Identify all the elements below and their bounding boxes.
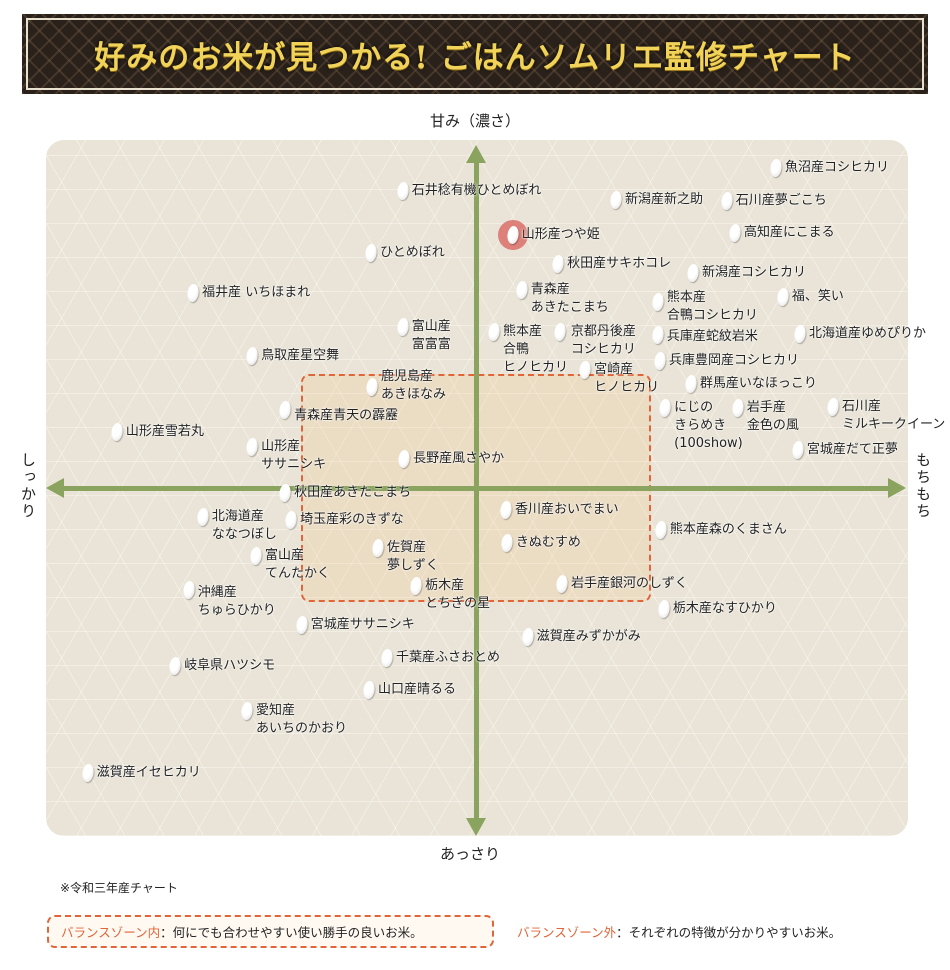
rice-point-label: 埼玉産彩のきずな bbox=[300, 511, 404, 527]
rice-point-label: 魚沼産コシヒカリ bbox=[785, 160, 890, 176]
rice-point-label: 新潟産新之助 bbox=[624, 192, 703, 208]
rice-point-label: 栃木産 とちぎの星 bbox=[425, 578, 491, 612]
rice-point-label: 秋田産あきたこまち bbox=[294, 485, 412, 501]
rice-point-label: 石井稔有機ひとめぼれ bbox=[411, 183, 542, 199]
legend-in-key: バランスゾーン内 bbox=[61, 925, 161, 940]
rice-point-label: 富山産 てんたかく bbox=[265, 548, 331, 582]
rice-point-label: 宮城産ササニシキ bbox=[310, 616, 415, 632]
axis-label-top: 甘み（濃さ） bbox=[430, 112, 521, 130]
rice-point-label: 石川産夢ごこち bbox=[735, 193, 827, 209]
axis-label-right: もちもち bbox=[914, 452, 932, 520]
rice-point-label: 沖縄産 ちゅらひかり bbox=[197, 585, 276, 619]
rice-point-label: 宮崎産 ヒノヒカリ bbox=[594, 362, 660, 395]
rice-point-label: 滋賀産イセヒカリ bbox=[96, 764, 201, 780]
rice-point-label: 群馬産いなほっこり bbox=[699, 376, 817, 392]
rice-point-label: 鳥取産星空舞 bbox=[261, 347, 340, 363]
rice-point-label: 山形産雪若丸 bbox=[125, 423, 204, 439]
rice-point-label: 岐阜県ハツシモ bbox=[184, 657, 276, 673]
rice-point-label: 新潟産コシヒカリ bbox=[701, 265, 806, 280]
rice-point-label: ひとめぼれ bbox=[380, 245, 445, 261]
rice-point-label: 石川産 ミルキークイーン bbox=[841, 399, 946, 433]
rice-point-label: にじの きらめき (100show) bbox=[674, 399, 743, 451]
rice-point-label: 愛知産 あいちのかおり bbox=[256, 702, 348, 736]
rice-point-label: 香川産おいでまい bbox=[514, 502, 619, 518]
rice-point-label: 熊本産森のくまさん bbox=[669, 521, 787, 537]
y-axis-arrow-down bbox=[466, 818, 486, 836]
legend-out-key: バランスゾーン外 bbox=[517, 925, 617, 940]
axis-label-bottom: あっさり bbox=[440, 845, 501, 863]
title-banner: 好みのお米が見つかる! ごはんソムリエ監修チャート bbox=[22, 14, 928, 94]
rice-point-label: 兵庫豊岡産コシヒカリ bbox=[669, 353, 800, 369]
rice-point-label: 北海道産ゆめぴりか bbox=[808, 325, 926, 341]
legend-in-text: ：何にでも合わせやすい使い勝手の良いお米。 bbox=[160, 925, 423, 940]
rice-point-label: 千葉産ふさおとめ bbox=[395, 649, 500, 665]
y-axis-arrow-up bbox=[466, 145, 486, 163]
axis-label-left: しっかり bbox=[19, 452, 37, 520]
rice-point-label: 高知産にこまる bbox=[743, 225, 835, 241]
rice-point-label: 福井産 いちほまれ bbox=[202, 284, 311, 300]
legend-out-text: ：それぞれの特徴が分かりやすいお米。 bbox=[616, 925, 842, 940]
rice-point-label: 富山産 富富富 bbox=[411, 319, 451, 352]
rice-point-label: 山形産つや姫 bbox=[521, 227, 600, 243]
rice-point-label: 山口産晴るる bbox=[378, 681, 457, 697]
x-axis-arrow-left bbox=[46, 478, 64, 498]
rice-point-label: 福、笑い bbox=[791, 289, 844, 305]
chart-note: ※令和三年産チャート bbox=[60, 881, 178, 895]
rice-point-label: 兵庫産蛇紋岩米 bbox=[666, 328, 758, 344]
x-axis-arrow-right bbox=[888, 478, 906, 498]
rice-point-label: 岩手産 金色の風 bbox=[746, 399, 799, 433]
rice-point-label: 宮城産だて正夢 bbox=[806, 442, 898, 458]
legend-balance-zone-out: バランスゾーン外 ：それぞれの特徴が分かりやすいお米。 bbox=[517, 915, 841, 948]
rice-point-label: 青森産 あきたこまち bbox=[530, 281, 609, 315]
rice-point-label: 鹿児島産 あきほなみ bbox=[380, 368, 446, 402]
rice-point-label: 京都丹後産 コシヒカリ bbox=[570, 324, 636, 358]
rice-point-label: きぬむすめ bbox=[515, 535, 581, 551]
y-axis-line bbox=[474, 160, 479, 822]
rice-point-label: 栃木産なすひかり bbox=[672, 601, 777, 617]
rice-point-label: 秋田産サキホコレ bbox=[567, 256, 672, 272]
rice-point-label: 長野産風さやか bbox=[413, 451, 505, 467]
rice-point-label: 熊本産 合鴨コシヒカリ bbox=[666, 289, 758, 323]
rice-point-label: 岩手産銀河のしずく bbox=[571, 575, 688, 591]
title-frame: 好みのお米が見つかる! ごはんソムリエ監修チャート bbox=[26, 18, 924, 90]
legend-balance-zone-in: バランスゾーン内 ：何にでも合わせやすい使い勝手の良いお米。 bbox=[47, 915, 494, 948]
rice-point-label: 山形産 ササニシキ bbox=[261, 439, 327, 473]
x-axis-line bbox=[62, 486, 892, 491]
rice-point-label: 北海道産 ななつぼし bbox=[211, 508, 277, 542]
rice-point-label: 熊本産 合鴨 ヒノヒカリ bbox=[502, 324, 568, 376]
page-title: 好みのお米が見つかる! ごはんソムリエ監修チャート bbox=[94, 39, 856, 76]
rice-point-label: 滋賀産みずかがみ bbox=[536, 628, 641, 644]
rice-point-label: 佐賀産 夢しずく bbox=[386, 539, 439, 573]
rice-point-label: 青森産青天の霹靂 bbox=[294, 407, 399, 423]
